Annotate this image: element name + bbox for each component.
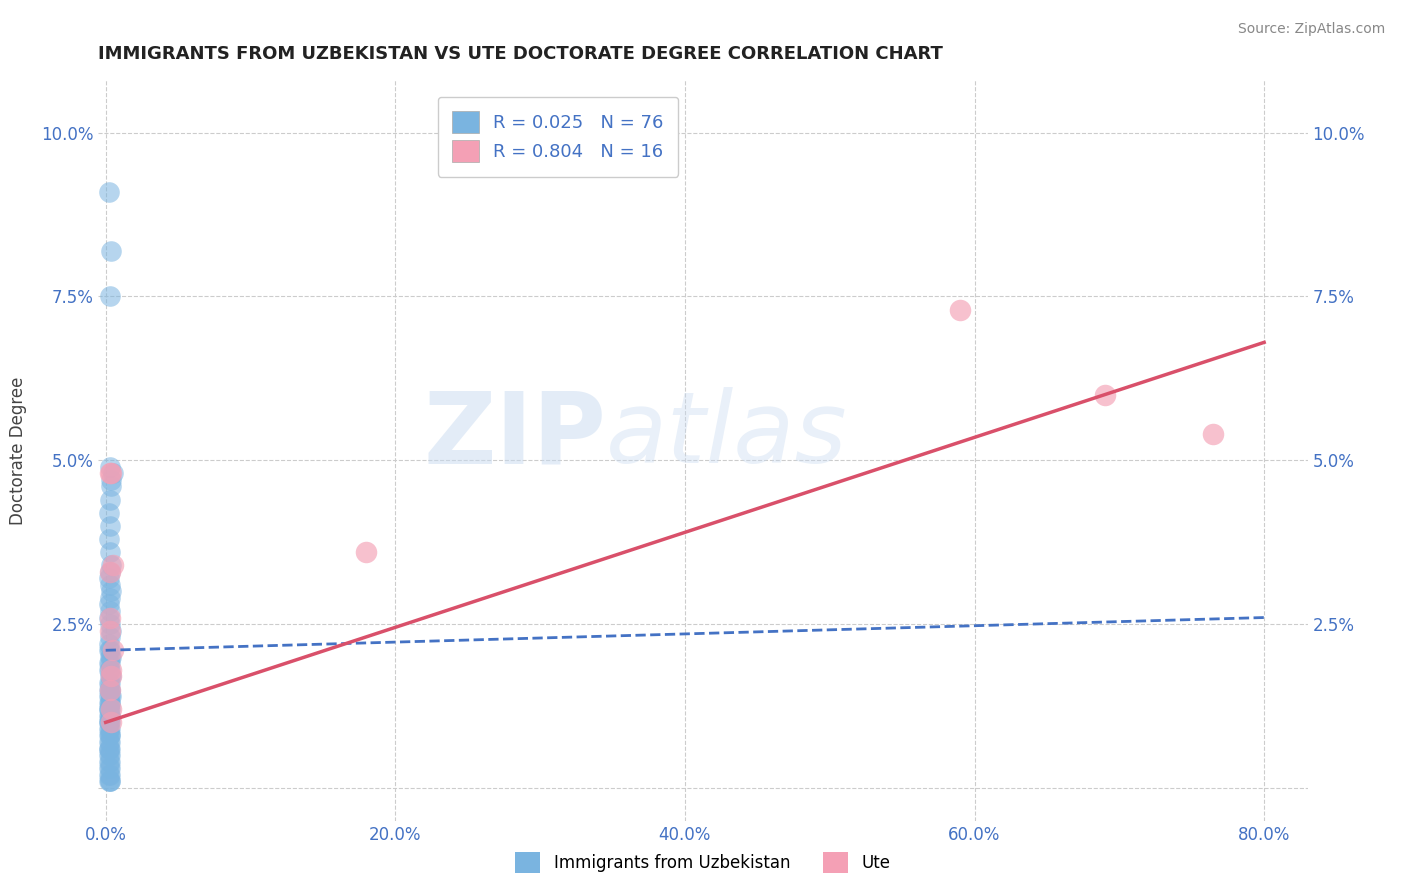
Y-axis label: Doctorate Degree: Doctorate Degree	[10, 376, 27, 524]
Point	[97, 761, 120, 775]
Point	[98, 729, 121, 743]
Point	[98, 715, 121, 730]
Point	[97, 506, 120, 520]
Point	[98, 682, 121, 697]
Point	[97, 643, 120, 657]
Point	[98, 774, 121, 789]
Point	[98, 663, 121, 677]
Point	[98, 578, 121, 592]
Point	[98, 729, 121, 743]
Point	[98, 545, 121, 559]
Point	[98, 604, 121, 618]
Point	[100, 584, 122, 599]
Point	[100, 669, 122, 683]
Point	[98, 708, 121, 723]
Legend: Immigrants from Uzbekistan, Ute: Immigrants from Uzbekistan, Ute	[509, 846, 897, 880]
Point	[97, 637, 120, 651]
Point	[98, 630, 121, 644]
Point	[97, 755, 120, 769]
Point	[98, 741, 121, 756]
Point	[98, 289, 121, 303]
Point	[1094, 388, 1116, 402]
Point	[101, 643, 124, 657]
Point	[97, 702, 120, 716]
Point	[98, 682, 121, 697]
Point	[97, 610, 120, 624]
Text: ZIP: ZIP	[423, 387, 606, 484]
Point	[949, 302, 972, 317]
Point	[98, 591, 121, 605]
Point	[97, 682, 120, 697]
Point	[98, 768, 121, 782]
Point	[98, 610, 121, 624]
Point	[97, 735, 120, 749]
Point	[97, 722, 120, 736]
Point	[98, 755, 121, 769]
Point	[101, 558, 124, 573]
Point	[97, 532, 120, 546]
Point	[1202, 427, 1225, 442]
Point	[98, 722, 121, 736]
Point	[98, 565, 121, 579]
Point	[98, 492, 121, 507]
Point	[97, 571, 120, 585]
Point	[98, 689, 121, 703]
Point	[101, 467, 124, 481]
Point	[98, 696, 121, 710]
Point	[98, 657, 121, 671]
Point	[98, 649, 121, 664]
Point	[100, 702, 122, 716]
Point	[98, 467, 121, 481]
Point	[97, 702, 120, 716]
Point	[100, 649, 122, 664]
Point	[100, 467, 122, 481]
Point	[97, 185, 120, 199]
Point	[97, 715, 120, 730]
Point	[98, 676, 121, 690]
Point	[100, 244, 122, 258]
Point	[97, 708, 120, 723]
Point	[356, 545, 378, 559]
Point	[97, 748, 120, 763]
Point	[98, 617, 121, 632]
Point	[98, 682, 121, 697]
Point	[98, 735, 121, 749]
Point	[97, 741, 120, 756]
Point	[100, 689, 122, 703]
Point	[98, 708, 121, 723]
Text: Source: ZipAtlas.com: Source: ZipAtlas.com	[1237, 22, 1385, 37]
Point	[100, 715, 122, 730]
Point	[100, 473, 122, 487]
Point	[98, 643, 121, 657]
Text: IMMIGRANTS FROM UZBEKISTAN VS UTE DOCTORATE DEGREE CORRELATION CHART: IMMIGRANTS FROM UZBEKISTAN VS UTE DOCTOR…	[98, 45, 943, 63]
Point	[100, 479, 122, 493]
Point	[100, 558, 122, 573]
Text: atlas: atlas	[606, 387, 848, 484]
Point	[98, 669, 121, 683]
Point	[97, 741, 120, 756]
Point	[98, 696, 121, 710]
Point	[97, 657, 120, 671]
Point	[97, 768, 120, 782]
Point	[98, 624, 121, 638]
Point	[100, 663, 122, 677]
Point	[98, 565, 121, 579]
Point	[98, 518, 121, 533]
Point	[97, 598, 120, 612]
Point	[98, 774, 121, 789]
Point	[97, 696, 120, 710]
Point	[98, 459, 121, 474]
Point	[100, 669, 122, 683]
Point	[98, 748, 121, 763]
Point	[97, 676, 120, 690]
Point	[97, 663, 120, 677]
Point	[97, 774, 120, 789]
Point	[97, 729, 120, 743]
Point	[98, 761, 121, 775]
Point	[97, 689, 120, 703]
Legend: R = 0.025   N = 76, R = 0.804   N = 16: R = 0.025 N = 76, R = 0.804 N = 16	[437, 96, 678, 177]
Point	[97, 715, 120, 730]
Point	[98, 702, 121, 716]
Point	[100, 624, 122, 638]
